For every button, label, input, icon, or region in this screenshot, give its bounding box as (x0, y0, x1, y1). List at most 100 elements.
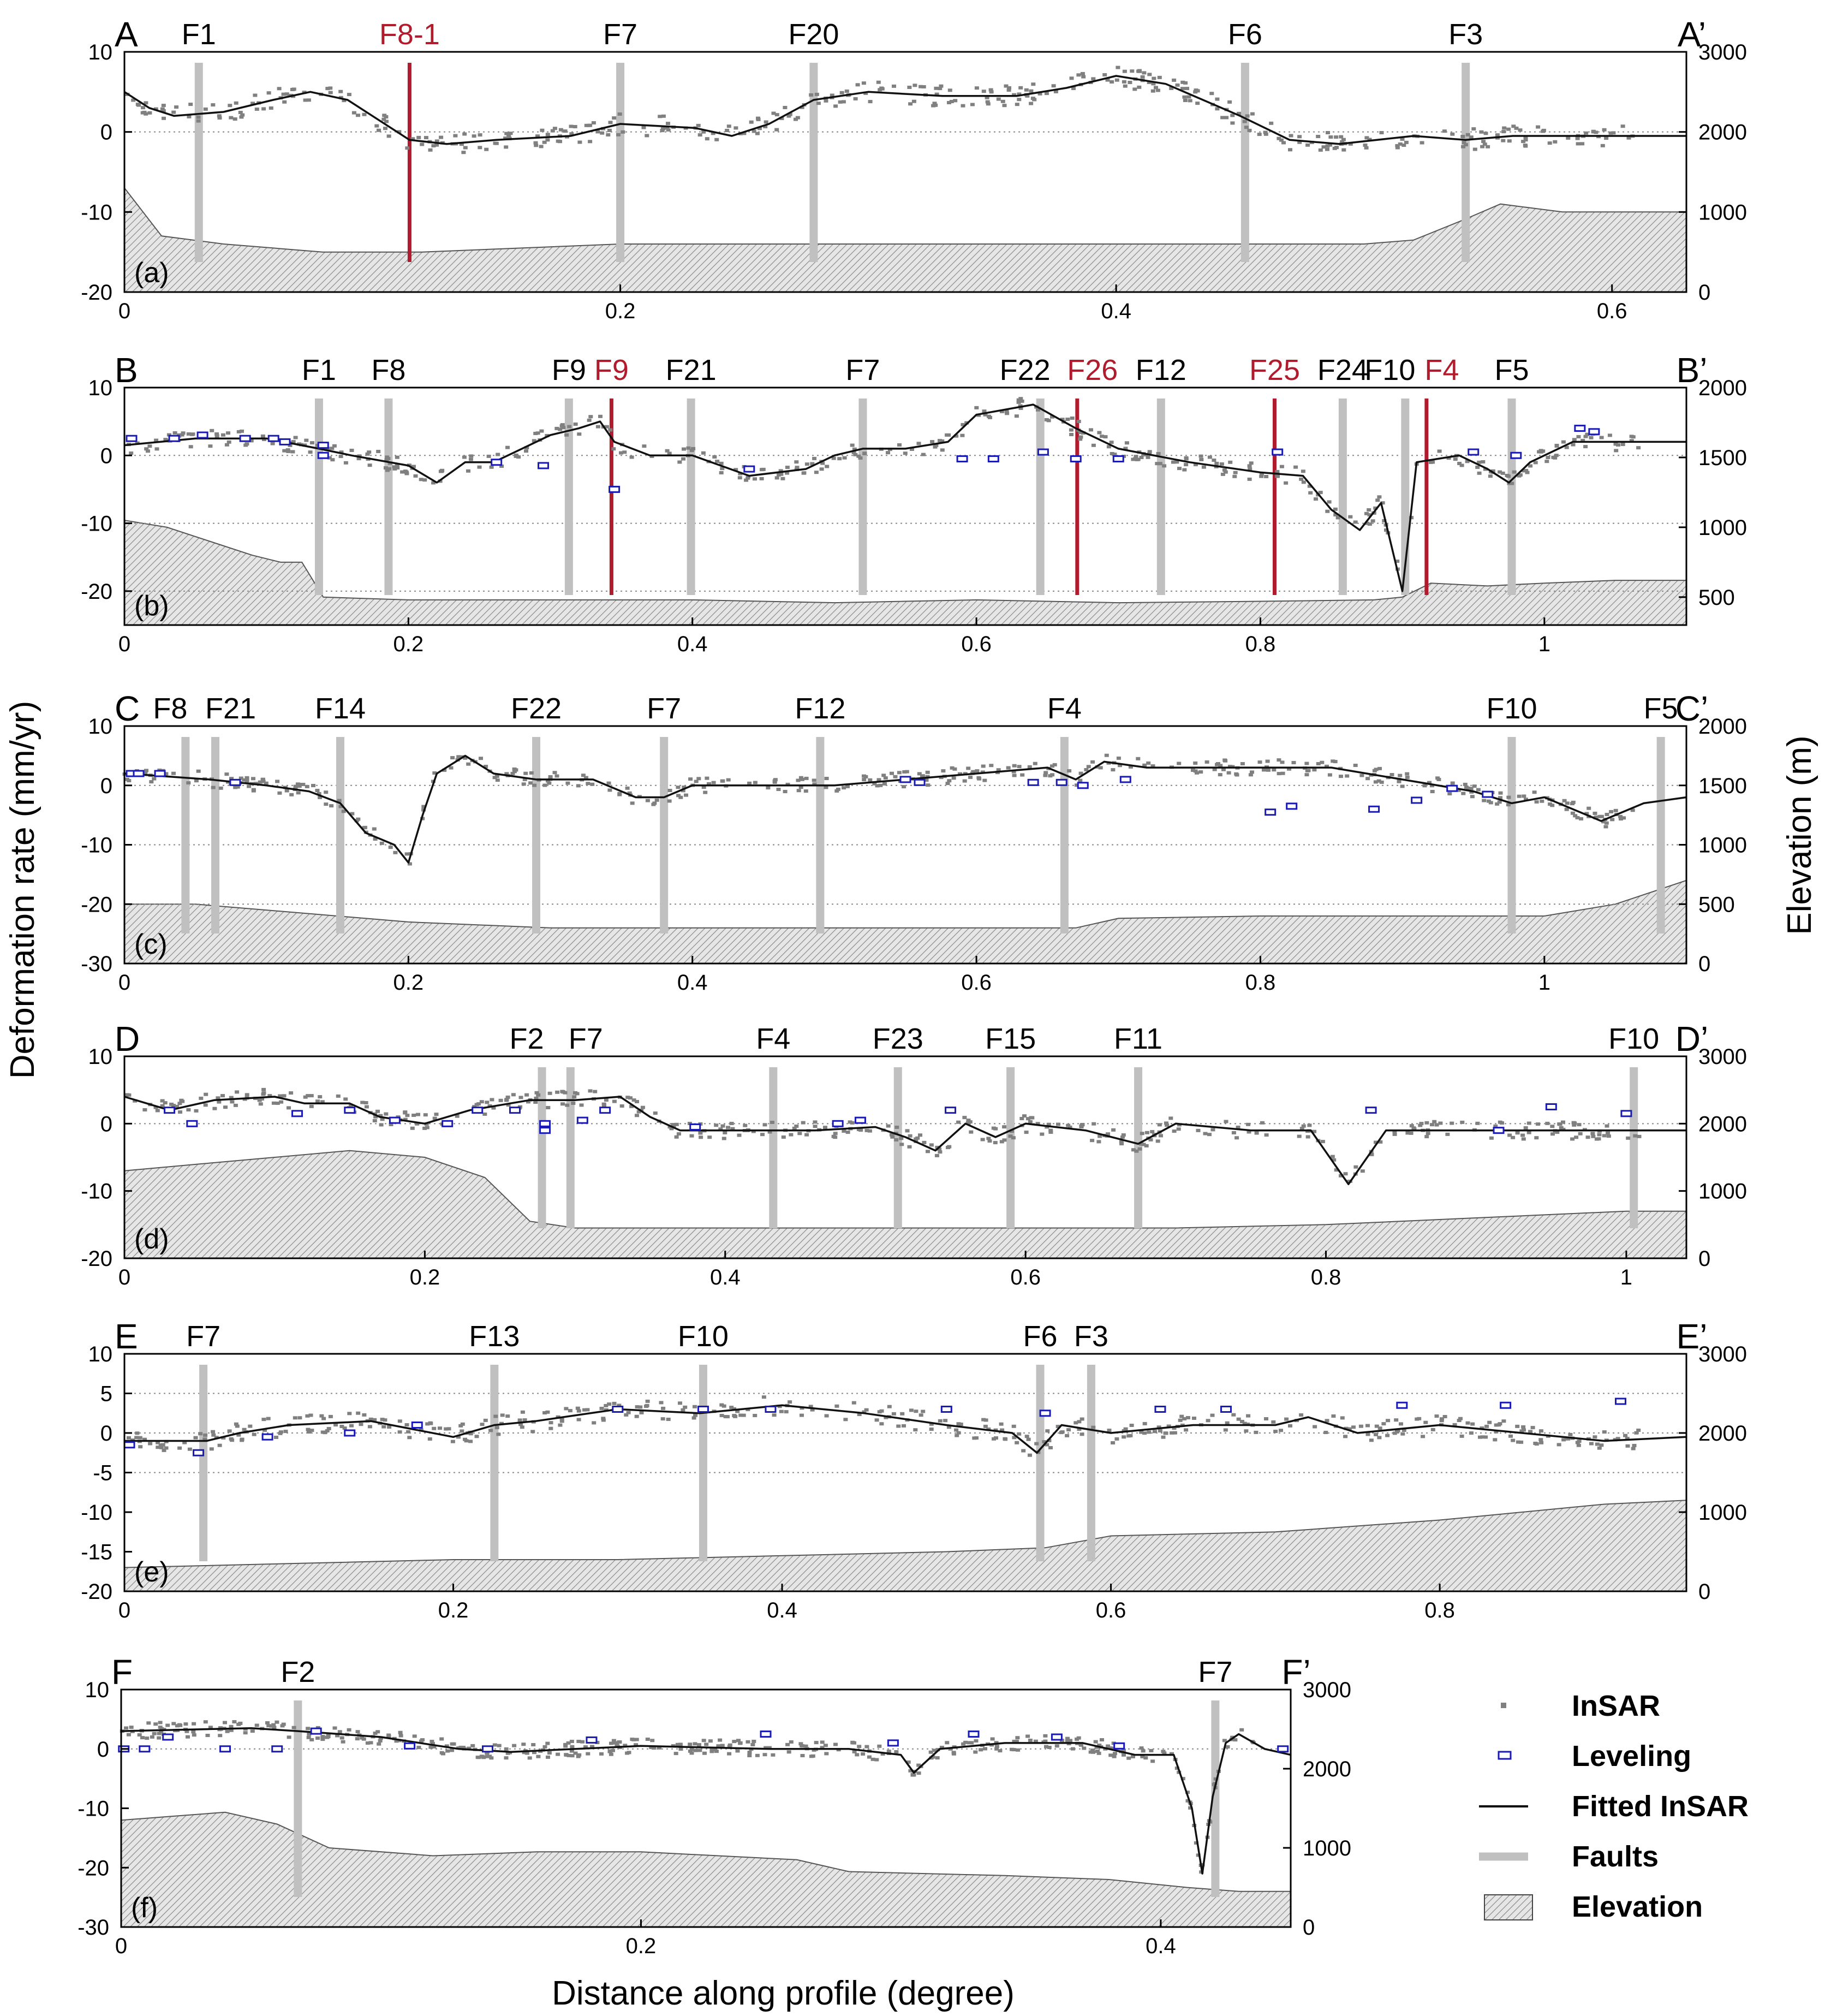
insar-point (1587, 806, 1591, 810)
insar-point (1073, 1421, 1078, 1425)
leveling-point (760, 1730, 772, 1738)
insar-point (1144, 1131, 1149, 1134)
insar-point (178, 1723, 183, 1727)
insar-point (720, 1744, 725, 1747)
insar-point (688, 777, 693, 781)
insar-point (1457, 462, 1462, 465)
insar-point (1620, 443, 1625, 447)
insar-point (1307, 484, 1312, 488)
legend-item: Elevation (1484, 1890, 1703, 1923)
insar-point (250, 1729, 255, 1733)
insar-point (1523, 1126, 1528, 1130)
insar-point (986, 1137, 991, 1140)
insar-point (1339, 775, 1343, 778)
insar-point (1082, 1746, 1087, 1750)
insar-point (347, 93, 351, 97)
insar-point (196, 769, 201, 773)
insar-point (634, 1743, 639, 1747)
leveling-point (317, 442, 329, 449)
insar-point (682, 786, 687, 789)
insar-point (608, 428, 613, 432)
legend-item: Leveling (1498, 1740, 1691, 1773)
insar-point (1539, 1441, 1544, 1444)
fault-label: F7 (845, 354, 880, 386)
insar-point (1284, 481, 1289, 485)
insar-point (153, 1105, 158, 1109)
insar-point (504, 145, 509, 149)
insar-point (424, 136, 428, 140)
insar-point (732, 1407, 736, 1411)
insar-point (534, 1091, 539, 1095)
insar-point (196, 115, 201, 119)
insar-point (514, 454, 518, 458)
insar-point (427, 1437, 432, 1441)
leveling-point (968, 1730, 980, 1738)
insar-point (853, 453, 858, 456)
insar-point (868, 100, 873, 104)
insar-point (834, 789, 839, 793)
insar-point (617, 1740, 622, 1744)
insar-point (1409, 1131, 1413, 1135)
insar-point (872, 782, 877, 786)
insar-point (1518, 473, 1523, 477)
insar-point (546, 1755, 550, 1759)
insar-point (1012, 93, 1017, 97)
insar-point (1011, 1748, 1016, 1752)
plot-frame (123, 386, 1687, 626)
insar-point (1196, 1128, 1201, 1132)
fitted-insar-line (124, 75, 1686, 145)
insar-point (439, 1737, 444, 1741)
insar-point (582, 1408, 587, 1412)
insar-point (254, 1723, 259, 1727)
leveling-point (310, 1727, 322, 1735)
insar-point (1170, 1752, 1174, 1756)
insar-point (925, 770, 930, 774)
insar-point (1236, 1417, 1241, 1421)
insar-point (870, 1757, 875, 1761)
insar-point (264, 781, 269, 785)
insar-point (1550, 804, 1555, 807)
insar-point (974, 86, 979, 90)
insar-point (1036, 408, 1040, 412)
leveling-point (404, 1742, 416, 1750)
panel-tag: (e) (134, 1556, 169, 1588)
insar-point (1146, 455, 1150, 459)
insar-point (1134, 1149, 1139, 1153)
insar-point (855, 1753, 860, 1757)
fault-label: F10 (678, 1320, 729, 1353)
insar-point (967, 1741, 972, 1745)
insar-point (1599, 1443, 1604, 1447)
insar-point (1212, 768, 1217, 771)
insar-point (746, 474, 751, 478)
insar-point (753, 477, 757, 481)
insar-point (1220, 116, 1225, 120)
insar-point (1077, 1420, 1082, 1424)
y2-tick-label: 500 (1698, 586, 1735, 610)
insar-point (389, 1123, 393, 1126)
insar-point (431, 481, 436, 485)
insar-point (545, 434, 550, 437)
leveling-point (186, 1120, 198, 1127)
y2-tick-label: 3000 (1698, 1342, 1747, 1366)
insar-point (1225, 1421, 1230, 1425)
insar-point (744, 478, 749, 482)
insar-point (652, 801, 657, 805)
insar-point (862, 1410, 867, 1414)
insar-point (1500, 471, 1505, 475)
insar-point (505, 1414, 510, 1418)
insar-point (803, 1744, 808, 1748)
insar-point (1348, 515, 1353, 519)
insar-point (1305, 143, 1310, 147)
insar-point (1426, 1132, 1430, 1135)
insar-point (676, 786, 681, 789)
insar-point (230, 1438, 235, 1442)
insar-point (1215, 763, 1219, 766)
fault-label: F9 (552, 354, 586, 386)
insar-point (218, 786, 223, 790)
insar-point (1119, 1142, 1124, 1146)
insar-point (667, 799, 672, 803)
panel-tag: (a) (134, 257, 169, 289)
insar-point (244, 442, 249, 446)
insar-point (850, 1121, 855, 1125)
insar-point (319, 1414, 324, 1418)
